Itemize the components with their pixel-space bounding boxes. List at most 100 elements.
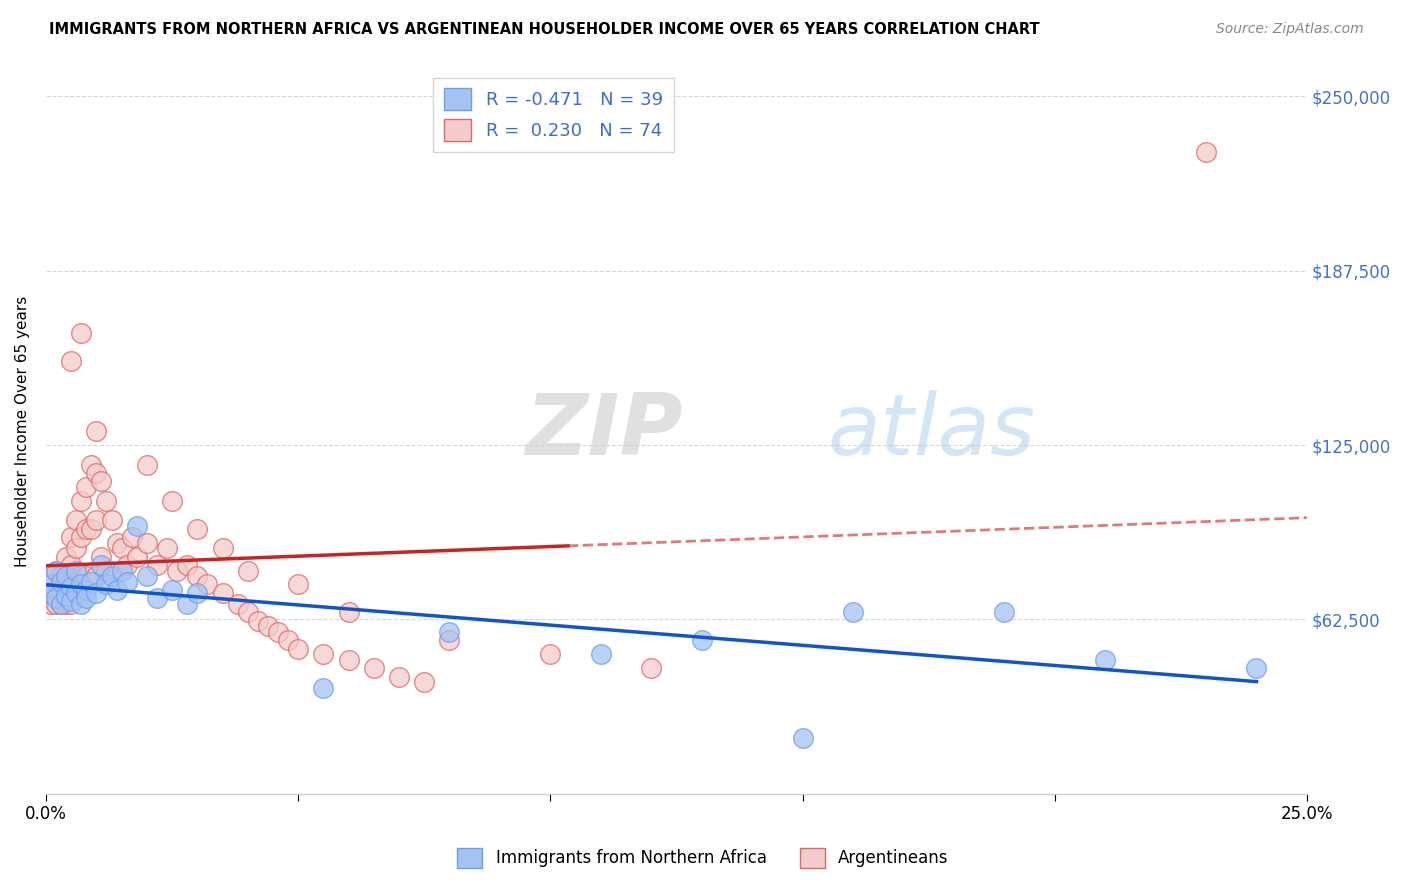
Point (49, 597, 72, 611)
Point (105, 583, 128, 598)
Point (589, 647, 612, 661)
Point (45, 597, 67, 611)
Point (90, 475, 112, 489)
Point (65, 513, 87, 527)
Point (86, 466, 108, 480)
Point (439, 633, 461, 648)
Point (287, 641, 309, 656)
Point (125, 519, 148, 533)
Point (538, 647, 561, 661)
Text: atlas: atlas (828, 390, 1036, 473)
Point (267, 624, 290, 639)
Text: ZIP: ZIP (524, 390, 683, 473)
Point (75, 569, 97, 583)
Point (413, 675, 436, 690)
Point (312, 647, 335, 661)
Point (156, 541, 179, 556)
Point (135, 569, 157, 583)
Point (236, 606, 259, 620)
Point (70, 569, 93, 583)
Point (55, 569, 77, 583)
Point (45, 564, 67, 578)
Point (90, 558, 112, 572)
Point (45, 586, 67, 600)
Point (287, 577, 309, 591)
Point (111, 541, 134, 556)
Point (70, 493, 93, 508)
Point (1094, 653, 1116, 667)
Point (135, 458, 157, 472)
Point (39, 577, 62, 591)
Point (186, 586, 208, 600)
Text: Source: ZipAtlas.com: Source: ZipAtlas.com (1216, 22, 1364, 37)
Point (1246, 661, 1268, 675)
Point (211, 541, 233, 556)
Point (75, 583, 97, 598)
Point (60, 530, 83, 544)
Point (236, 564, 259, 578)
Point (65, 586, 87, 600)
Point (105, 535, 128, 549)
Legend: R = -0.471   N = 39, R =  0.230   N = 74: R = -0.471 N = 39, R = 0.230 N = 74 (433, 78, 673, 153)
Point (39, 597, 62, 611)
Legend: Immigrants from Northern Africa, Argentineans: Immigrants from Northern Africa, Argenti… (450, 841, 956, 875)
Point (55, 597, 77, 611)
Point (60, 354, 83, 368)
Text: IMMIGRANTS FROM NORTHERN AFRICA VS ARGENTINEAN HOUSEHOLDER INCOME OVER 65 YEARS : IMMIGRANTS FROM NORTHERN AFRICA VS ARGEN… (49, 22, 1040, 37)
Point (75, 480, 97, 494)
Point (337, 653, 360, 667)
Point (70, 530, 93, 544)
Point (60, 580, 83, 594)
Point (49, 583, 72, 598)
Point (75, 591, 97, 606)
Point (211, 586, 233, 600)
Point (70, 597, 93, 611)
Point (70, 326, 93, 341)
Point (257, 619, 280, 633)
Point (65, 541, 87, 556)
Point (186, 569, 208, 583)
Point (690, 633, 713, 648)
Point (45, 564, 67, 578)
Point (160, 583, 183, 598)
Point (337, 606, 360, 620)
Point (160, 493, 183, 508)
Point (49, 597, 72, 611)
Point (70, 577, 93, 591)
Point (100, 569, 122, 583)
Point (176, 597, 198, 611)
Point (115, 574, 138, 589)
Point (195, 577, 218, 591)
Point (86, 586, 108, 600)
Point (792, 731, 814, 745)
Point (80, 458, 103, 472)
Point (121, 530, 143, 544)
Point (111, 564, 134, 578)
Point (226, 597, 249, 611)
Point (146, 558, 169, 572)
Point (75, 522, 97, 536)
Point (60, 586, 83, 600)
Point (125, 549, 148, 564)
Point (1195, 145, 1218, 160)
Point (246, 614, 269, 628)
Point (993, 606, 1015, 620)
Point (86, 569, 108, 583)
Point (49, 574, 72, 589)
Point (96, 493, 118, 508)
Point (186, 522, 208, 536)
Point (80, 574, 103, 589)
Y-axis label: Householder Income Over 65 years: Householder Income Over 65 years (15, 295, 30, 566)
Point (640, 661, 662, 675)
Point (439, 624, 461, 639)
Point (39, 577, 62, 591)
Point (39, 591, 62, 606)
Point (39, 586, 62, 600)
Point (146, 591, 169, 606)
Point (55, 589, 77, 603)
Point (388, 669, 411, 683)
Point (96, 564, 118, 578)
Point (55, 577, 77, 591)
Point (176, 558, 198, 572)
Point (363, 661, 385, 675)
